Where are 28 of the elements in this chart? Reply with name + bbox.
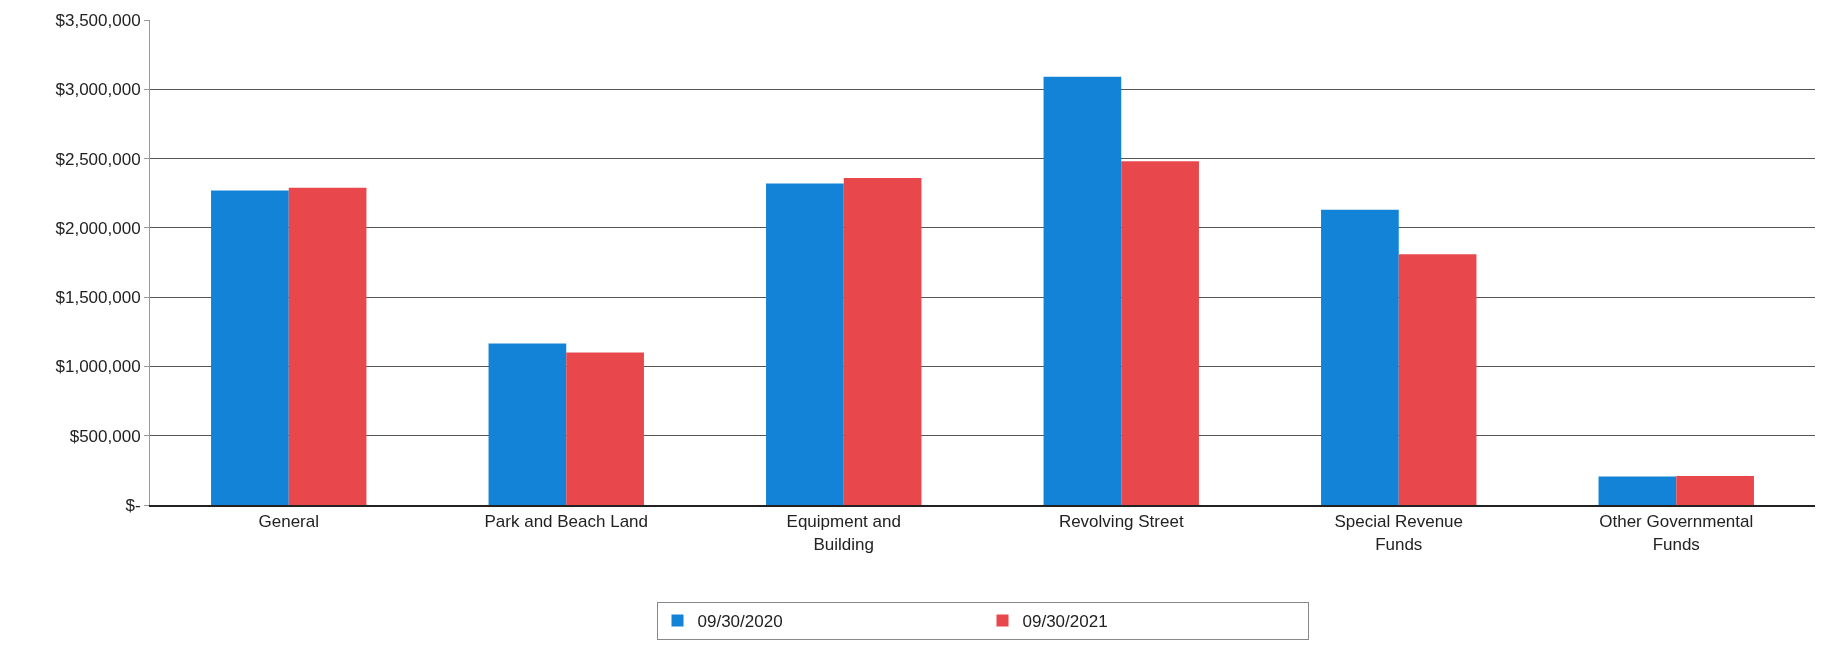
y-tick-label: $1,000,000 <box>55 357 141 377</box>
x-tick-label: Revolving Street <box>1058 512 1184 532</box>
bar <box>843 177 922 505</box>
y-tick-label: $1,500,000 <box>55 288 141 308</box>
bar <box>1121 161 1199 505</box>
y-tick-label: $3,000,000 <box>55 80 141 100</box>
x-tick-label: Park and Beach Land <box>484 512 649 532</box>
x-tick-label: General <box>258 512 319 532</box>
bar <box>1598 476 1677 505</box>
bar <box>1043 76 1122 505</box>
bar <box>766 183 844 505</box>
bar <box>1676 475 1754 505</box>
bar <box>288 187 367 505</box>
x-tick-label: Special Revenue Funds <box>1334 512 1464 554</box>
bar <box>488 343 567 505</box>
y-tick-label: $3,500,000 <box>55 10 141 30</box>
y-tick-label: $2,500,000 <box>55 149 141 169</box>
bar <box>211 190 289 505</box>
x-tick-label: Other Governmental Funds <box>1599 512 1754 554</box>
bar <box>1321 209 1399 505</box>
legend-label: 09/30/2021 <box>1022 612 1108 632</box>
y-tick-label: $2,000,000 <box>55 218 141 238</box>
bar <box>1398 254 1477 505</box>
x-tick-label: Equipment and Building <box>786 512 901 554</box>
y-tick-label: $- <box>125 495 141 515</box>
legend-label: 09/30/2020 <box>697 612 783 632</box>
y-tick-label: $500,000 <box>69 426 141 446</box>
bar <box>566 352 644 505</box>
